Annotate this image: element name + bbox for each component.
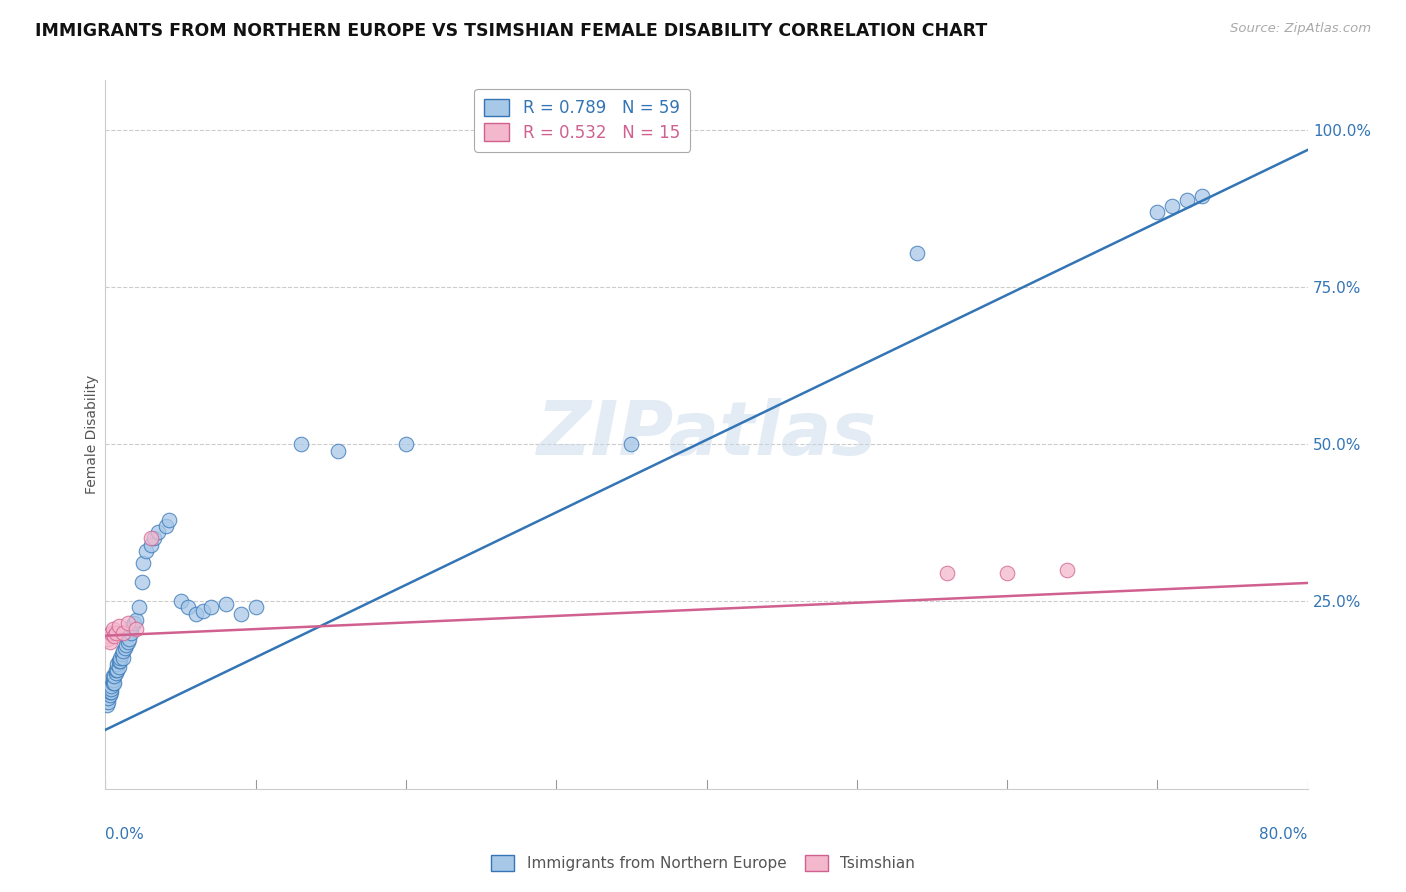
Point [184, 607, 207, 621]
Point [1191, 189, 1213, 203]
Point [96, 698, 118, 712]
Text: IMMIGRANTS FROM NORTHERN EUROPE VS TSIMSHIAN FEMALE DISABILITY CORRELATION CHART: IMMIGRANTS FROM NORTHERN EUROPE VS TSIMS… [35, 22, 987, 40]
Point [103, 669, 125, 683]
Point [214, 597, 236, 611]
Point [103, 675, 125, 690]
Point [100, 679, 122, 693]
Point [108, 660, 131, 674]
Point [110, 650, 132, 665]
Point [100, 685, 122, 699]
Point [146, 525, 169, 540]
Point [124, 613, 146, 627]
Text: 80.0%: 80.0% [1260, 827, 1308, 841]
Point [114, 641, 136, 656]
Point [936, 566, 959, 580]
Point [111, 648, 134, 662]
Point [131, 575, 153, 590]
Point [139, 538, 162, 552]
Point [118, 632, 141, 646]
Point [98, 688, 121, 702]
Point [245, 600, 267, 615]
Point [104, 663, 127, 677]
Point [132, 557, 155, 571]
Point [96, 629, 118, 643]
Point [155, 519, 177, 533]
Point [101, 675, 124, 690]
Point [128, 600, 150, 615]
Point [1056, 563, 1078, 577]
Point [103, 629, 125, 643]
Point [135, 544, 157, 558]
Point [191, 603, 214, 617]
Point [200, 600, 222, 615]
Point [107, 663, 129, 677]
Point [101, 673, 124, 687]
Point [139, 532, 162, 546]
Point [100, 681, 122, 696]
Point [97, 691, 120, 706]
Point [112, 625, 135, 640]
Point [104, 666, 127, 681]
Point [98, 685, 121, 699]
Point [905, 245, 928, 260]
Legend: R = 0.789   N = 59, R = 0.532   N = 15: R = 0.789 N = 59, R = 0.532 N = 15 [474, 88, 690, 152]
Point [995, 566, 1018, 580]
Point [229, 607, 252, 621]
Text: 0.0%: 0.0% [105, 827, 145, 841]
Point [104, 625, 127, 640]
Point [122, 616, 145, 631]
Point [101, 623, 124, 637]
Point [157, 512, 180, 526]
Point [328, 443, 350, 458]
Point [290, 437, 312, 451]
Point [142, 532, 165, 546]
Point [100, 625, 122, 640]
Point [120, 625, 142, 640]
Y-axis label: Female Disability: Female Disability [84, 376, 98, 494]
Point [115, 638, 138, 652]
Point [121, 619, 143, 633]
Point [177, 600, 200, 615]
Point [395, 437, 418, 451]
Point [112, 644, 135, 658]
Point [108, 619, 131, 633]
Text: ZIPatlas: ZIPatlas [537, 399, 876, 471]
Point [117, 635, 139, 649]
Point [1146, 205, 1168, 219]
Point [117, 616, 139, 631]
Point [620, 437, 643, 451]
Point [101, 669, 124, 683]
Point [110, 654, 132, 668]
Legend: Immigrants from Northern Europe, Tsimshian: Immigrants from Northern Europe, Tsimshi… [485, 849, 921, 877]
Point [107, 657, 129, 671]
Point [108, 654, 131, 668]
Point [169, 594, 191, 608]
Point [98, 635, 121, 649]
Point [98, 681, 121, 696]
Point [97, 632, 120, 646]
Point [124, 623, 146, 637]
Point [1175, 193, 1198, 207]
Text: Source: ZipAtlas.com: Source: ZipAtlas.com [1230, 22, 1371, 36]
Point [1161, 199, 1184, 213]
Point [97, 695, 120, 709]
Point [112, 650, 135, 665]
